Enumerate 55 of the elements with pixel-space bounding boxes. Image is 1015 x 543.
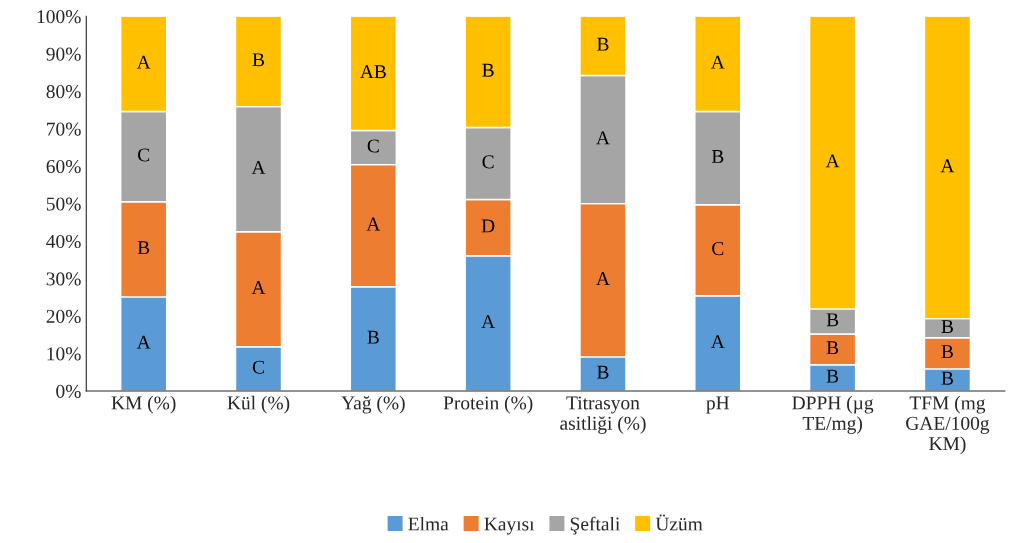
data-label: C [367,139,379,153]
data-label: B [482,63,494,77]
data-label: A [366,217,381,231]
data-label: B [941,320,953,333]
x-tick-label: KM (%) [111,395,176,414]
data-label: B [826,313,839,327]
x-tick-label: pH [706,396,730,414]
data-label: A [825,154,840,168]
data-label: B [941,371,953,385]
data-label: C [138,148,150,162]
data-label: A [136,335,151,349]
legend-label: Kayısı [484,517,535,535]
y-tick-label: 100% [37,10,81,24]
y-tick-label: 80% [46,85,81,99]
y-tick-label: 20% [46,309,81,324]
data-label: A [136,55,151,69]
x-tick-label: TFM (mg GAE/100g KM) [906,395,990,455]
data-label: B [711,150,724,163]
y-tick-label: 60% [46,159,81,174]
y-tick-label: 50% [46,197,81,211]
data-label: A [596,131,610,145]
data-label: A [710,55,725,69]
legend-label: Elma [408,516,449,531]
data-label: B [826,341,839,355]
data-label: A [596,272,610,285]
data-label: B [826,369,839,383]
x-tick-label: Yağ (%) [341,395,405,414]
x-tick-label: DPPH (µg TE/mg) [792,395,874,434]
y-tick-label: 90% [46,47,81,61]
x-tick-label: Kül (%) [227,395,290,414]
y-tick-label: 0% [56,384,81,398]
y-tick-label: 40% [46,234,81,249]
x-tick-label: Protein (%) [443,395,533,414]
data-label: B [597,365,609,379]
legend-label: Şeftali [570,516,620,535]
data-label: A [251,281,266,294]
data-label: C [252,360,264,374]
data-label: C [712,242,724,256]
x-tick-label: Titrasyon asitliği (%) [560,396,646,434]
data-label: A [481,315,496,329]
y-tick-label: 10% [47,347,81,361]
data-label: A [940,159,955,173]
y-tick-label: 30% [46,272,81,286]
data-label: B [252,53,265,67]
data-label: B [367,330,379,344]
data-label: D [481,219,495,233]
data-label: B [597,37,609,51]
data-label: B [941,345,953,359]
y-tick-label: 70% [47,122,81,136]
legend-label: Üzüm [655,514,703,531]
data-label: A [251,160,266,174]
data-label: AB [360,65,386,79]
data-label: A [710,335,725,349]
data-label: C [482,155,494,169]
data-label: B [137,241,150,255]
